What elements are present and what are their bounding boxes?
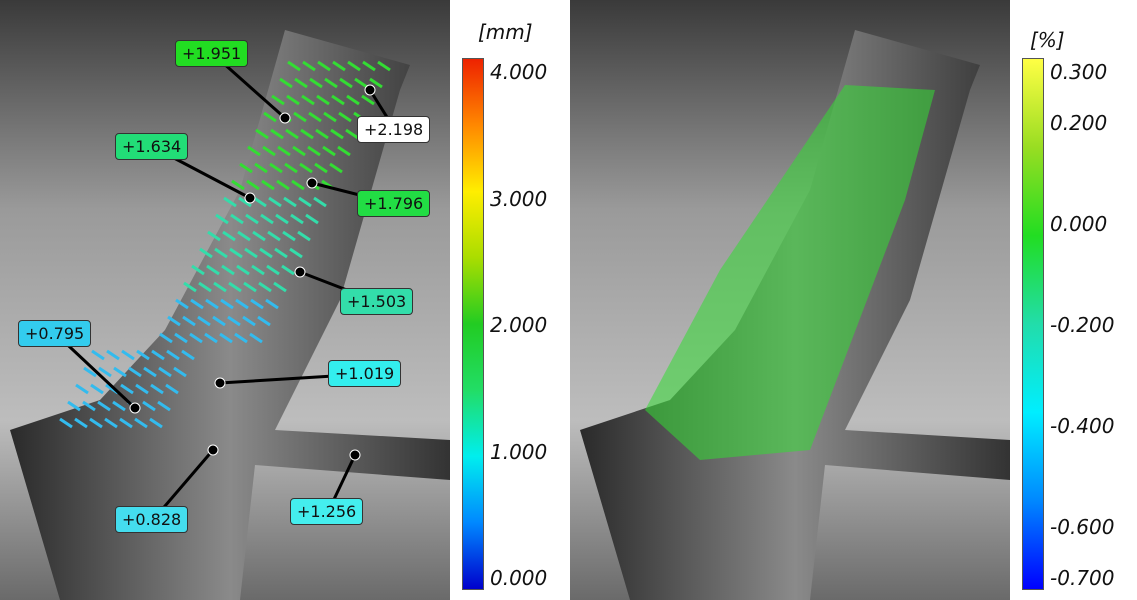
tick-label: -0.600 <box>1050 515 1114 539</box>
leader-point <box>350 450 360 460</box>
value-label: +1.796 <box>357 190 430 217</box>
leader-point <box>245 193 255 203</box>
tick-label: 3.000 <box>490 187 547 211</box>
colorbar-percent <box>1022 58 1044 590</box>
leader-point <box>208 445 218 455</box>
tick-label: 0.200 <box>1050 111 1107 135</box>
page: [mm] [%] (() => { const data = JSON.pars… <box>0 0 1137 600</box>
leader-point <box>365 85 375 95</box>
tick-label: 2.000 <box>490 313 547 337</box>
leader-point <box>215 378 225 388</box>
leader-point <box>307 178 317 188</box>
tick-label: 4.000 <box>490 60 547 84</box>
leader-point <box>280 113 290 123</box>
colorbar-mm <box>462 58 484 590</box>
tick-label: 0.000 <box>490 566 547 590</box>
unit-label: [%] <box>1030 28 1065 52</box>
tick-label: 0.000 <box>1050 212 1107 236</box>
unit-label: [mm] <box>478 20 533 44</box>
value-label: +1.503 <box>340 288 413 315</box>
value-label: +0.795 <box>18 320 91 347</box>
tick-label: 1.000 <box>490 440 547 464</box>
tick-label: -0.700 <box>1050 566 1114 590</box>
value-label: +1.019 <box>328 360 401 387</box>
tick-label: 0.300 <box>1050 60 1107 84</box>
leader-point <box>130 403 140 413</box>
tick-label: -0.400 <box>1050 414 1114 438</box>
value-label: +0.828 <box>115 506 188 533</box>
leader-point <box>295 267 305 277</box>
tick-label: -0.200 <box>1050 313 1114 337</box>
value-label: +1.951 <box>175 40 248 67</box>
value-label: +1.634 <box>115 133 188 160</box>
value-label: +1.256 <box>290 498 363 525</box>
value-label: +2.198 <box>357 116 430 143</box>
